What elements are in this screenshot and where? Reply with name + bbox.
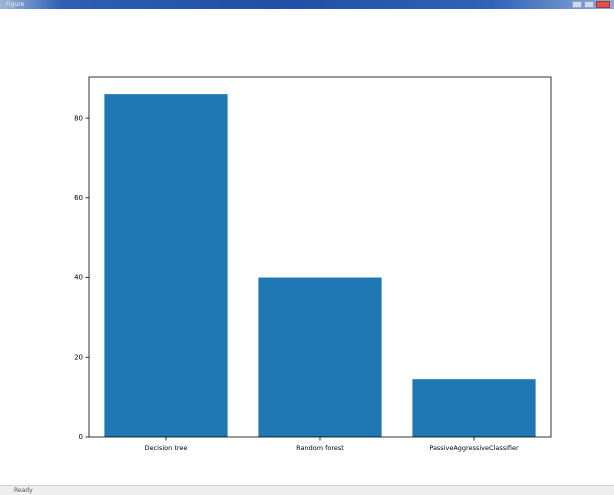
y-tick-label-0: 0 (79, 433, 83, 441)
maximize-icon[interactable] (584, 1, 594, 8)
bar-chart: 0 20 40 60 80 Decision tree Random forest Passi… (74, 76, 552, 452)
bar-2 (412, 379, 536, 437)
plot-area: 0 20 40 60 80 Decision tree Random forest Passi… (0, 9, 614, 485)
y-tick-label-4: 80 (74, 114, 83, 122)
status-bar: Ready (0, 485, 614, 495)
x-tick-label-0: Decision tree (145, 444, 188, 452)
x-tick-label-2: PassiveAggressiveClassifier (429, 444, 519, 452)
y-tick-label-3: 60 (74, 194, 83, 202)
bar-0 (104, 94, 228, 437)
y-tick-label-1: 20 (74, 353, 83, 361)
minimize-icon[interactable] (572, 1, 582, 8)
status-text: Ready (14, 487, 33, 494)
y-tick-label-2: 40 (74, 274, 83, 282)
window-title: Figure (6, 1, 25, 8)
bar-1 (258, 277, 382, 437)
x-tick-label-1: Random forest (296, 444, 344, 452)
close-icon[interactable] (596, 1, 610, 8)
window-controls (572, 1, 610, 8)
window-titlebar[interactable]: Figure (0, 0, 614, 9)
